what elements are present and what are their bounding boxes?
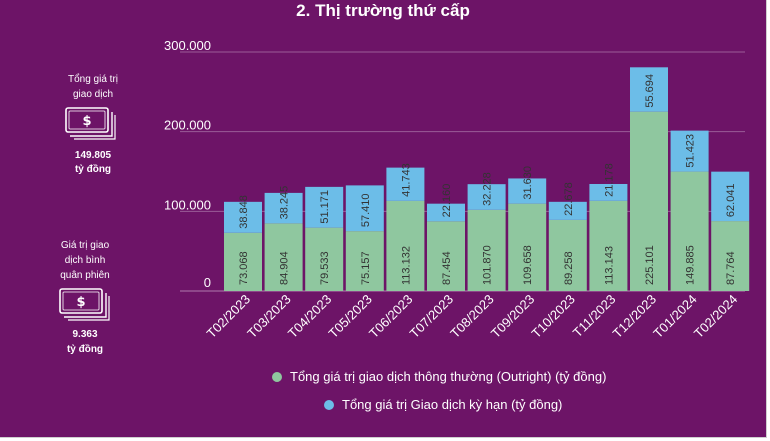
avg-session-value-label: Giá trị giao dịch bình quân phiên xyxy=(60,240,110,281)
total-trading-unit: tỷ đồng xyxy=(74,164,112,175)
data-label-term: 38.848 xyxy=(238,195,250,229)
y-tick-label: 100.000 xyxy=(164,197,211,212)
x-tick-label: T09/2023 xyxy=(488,292,537,341)
bar-term xyxy=(630,67,668,112)
bar-outright xyxy=(386,200,425,291)
bar-outright xyxy=(264,223,303,291)
bar-outright xyxy=(427,221,465,291)
bar-term xyxy=(305,186,344,228)
data-label-outright: 113.143 xyxy=(603,246,615,285)
chart-title: 2. Thị trường thứ cấp xyxy=(296,1,470,20)
x-tick-label: T05/2023 xyxy=(325,292,374,341)
bar-term xyxy=(264,192,303,224)
data-label-term: 41.743 xyxy=(400,163,412,197)
data-label-term: 51.423 xyxy=(685,134,697,168)
x-tick-label: T07/2023 xyxy=(407,292,456,341)
bar-term xyxy=(508,178,547,204)
data-label-outright: 101.870 xyxy=(482,245,494,285)
x-tick-label: T01/2024 xyxy=(650,292,699,341)
bar-outright xyxy=(345,231,384,291)
bar-term xyxy=(548,201,587,220)
y-tick-label: 200.000 xyxy=(164,118,211,133)
total-trading-value: 149.805 xyxy=(74,150,112,161)
data-label-term: 31.630 xyxy=(522,166,534,200)
y-tick-label: 0 xyxy=(204,275,211,290)
data-label-outright: 109.658 xyxy=(522,245,534,285)
svg-text:$: $ xyxy=(76,295,85,310)
data-label-term: 38.245 xyxy=(279,186,291,220)
bar-term xyxy=(670,130,709,172)
data-label-term: 32.228 xyxy=(482,172,494,206)
legend-label-term: Tổng giá trị Giao dịch kỳ hạn (tỷ đồng) xyxy=(342,397,563,412)
x-tick-label: T02/2024 xyxy=(691,292,740,341)
bar-outright xyxy=(630,111,668,291)
data-label-term: 22.678 xyxy=(563,182,575,216)
avg-session-value: 9.363 xyxy=(72,329,98,340)
total-trading-value-label: Tổng giá trị giao dịch xyxy=(67,74,119,100)
data-label-outright: 225.101 xyxy=(644,245,656,285)
data-label-outright: 149.885 xyxy=(685,245,697,285)
data-label-outright: 75.157 xyxy=(360,251,372,285)
data-label-outright: 84.904 xyxy=(279,251,291,285)
bar-term xyxy=(345,185,384,232)
bar-outright xyxy=(224,232,262,291)
x-tick-label: T10/2023 xyxy=(528,292,577,341)
bar-term xyxy=(711,171,750,222)
avg-session-unit: tỷ đồng xyxy=(66,344,104,355)
bar-outright xyxy=(589,200,628,291)
data-label-term: 21.178 xyxy=(603,163,615,197)
data-label-term: 22.160 xyxy=(441,184,453,218)
data-label-term: 57.410 xyxy=(360,193,372,227)
x-tick-label: T04/2023 xyxy=(285,292,334,341)
data-label-outright: 113.132 xyxy=(400,246,412,285)
bar-outright xyxy=(670,171,709,291)
svg-text:$: $ xyxy=(82,114,91,129)
bar-term xyxy=(386,167,425,201)
bar-term xyxy=(427,203,465,222)
data-label-outright: 89.258 xyxy=(563,251,575,285)
x-tick-label: T02/2023 xyxy=(204,292,253,341)
data-label-outright: 79.533 xyxy=(319,251,331,285)
x-tick-label: T08/2023 xyxy=(447,292,496,341)
data-label-term: 62.041 xyxy=(725,183,737,217)
data-label-outright: 73.068 xyxy=(238,251,250,285)
y-tick-label: 300.000 xyxy=(164,38,211,53)
bar-outright xyxy=(467,209,506,291)
bar-term xyxy=(589,183,628,201)
data-label-outright: 87.454 xyxy=(441,251,453,285)
money-icon: $ xyxy=(65,107,116,140)
bar-term xyxy=(467,184,506,210)
legend-swatch-outright xyxy=(272,371,282,382)
bar-term xyxy=(224,201,262,233)
bar-outright xyxy=(508,203,547,291)
money-icon: $ xyxy=(59,288,110,321)
data-label-term: 55.694 xyxy=(644,74,656,108)
x-tick-label: T06/2023 xyxy=(366,292,415,341)
bar-outright xyxy=(548,219,587,291)
x-tick-label: T12/2023 xyxy=(610,292,659,341)
x-tick-label: T03/2023 xyxy=(244,292,293,341)
legend-item-outright: Tổng giá trị giao dịch thông thường (Out… xyxy=(272,369,606,384)
legend-item-term: Tổng giá trị Giao dịch kỳ hạn (tỷ đồng) xyxy=(324,397,562,412)
bar-outright xyxy=(305,227,344,291)
data-label-term: 51.171 xyxy=(319,190,331,224)
legend-swatch-term xyxy=(324,399,334,410)
data-label-outright: 87.764 xyxy=(725,251,737,285)
legend-label-outright: Tổng giá trị giao dịch thông thường (Out… xyxy=(290,369,607,384)
bar-outright xyxy=(711,221,750,291)
